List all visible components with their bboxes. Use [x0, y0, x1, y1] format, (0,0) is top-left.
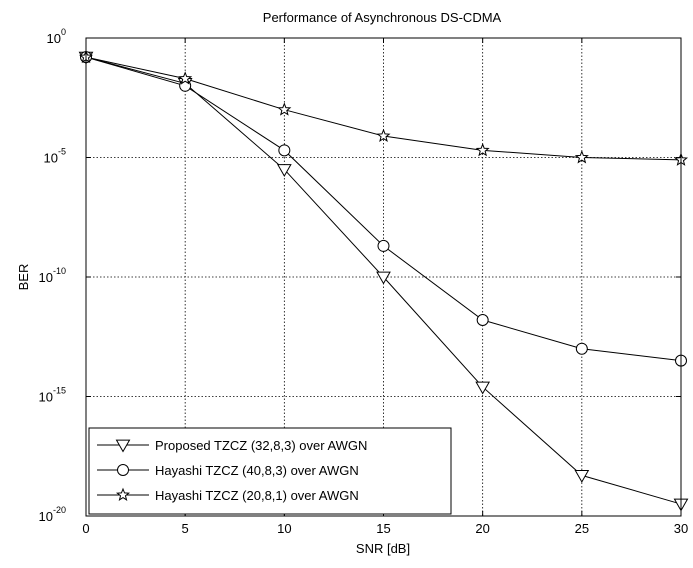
x-tick-label: 25	[575, 521, 589, 536]
y-tick-label: 10-20	[39, 505, 66, 524]
legend-box	[88, 427, 452, 515]
legend-marker	[115, 439, 131, 453]
legend-marker	[117, 464, 129, 476]
y-tick-label: 10-15	[39, 386, 66, 405]
chart-title: Performance of Asynchronous DS-CDMA	[263, 10, 502, 25]
y-axis-ticks: 100 10-5 10-10 10-15 10-20	[39, 27, 681, 524]
y-axis-label: BER	[16, 264, 31, 291]
x-tick-label: 10	[277, 521, 291, 536]
x-tick-label: 15	[376, 521, 390, 536]
data-point-series-2	[179, 79, 192, 92]
legend: Proposed TZCZ (32,8,3) over AWGN Hayashi …	[88, 427, 452, 515]
x-tick-label: 0	[82, 521, 89, 536]
y-tick-label: 100	[47, 27, 66, 46]
x-tick-label: 5	[182, 521, 189, 536]
data-point-series-1	[475, 381, 491, 395]
x-tick-label: 30	[674, 521, 688, 536]
data-point-series-1	[276, 164, 292, 177]
legend-label: Hayashi TZCZ (40,8,3) over AWGN	[155, 463, 359, 478]
data-point-series-1	[376, 271, 391, 285]
data-point-series-2	[377, 239, 390, 252]
data-point-series-2	[575, 342, 588, 355]
y-tick-label: 10-5	[44, 147, 66, 166]
legend-label: Proposed TZCZ (32,8,3) over AWGN	[155, 438, 367, 453]
data-point-series-3	[277, 102, 292, 116]
data-point-series-3	[178, 71, 193, 85]
x-axis-ticks: 0 5 10 15 20 25 30	[82, 38, 688, 536]
legend-label: Hayashi TZCZ (20,8,1) over AWGN	[155, 488, 359, 503]
data-point-series-2	[476, 314, 489, 327]
x-tick-label: 20	[475, 521, 489, 536]
data-point-series-2	[278, 144, 291, 157]
data-point-series-3	[574, 150, 589, 164]
y-tick-label: 10-10	[39, 266, 66, 285]
data-point-series-3	[376, 128, 391, 142]
data-point-series-3	[475, 142, 490, 157]
x-axis-label: SNR [dB]	[356, 541, 410, 556]
legend-marker	[115, 487, 131, 501]
data-point-series-1	[574, 469, 590, 483]
